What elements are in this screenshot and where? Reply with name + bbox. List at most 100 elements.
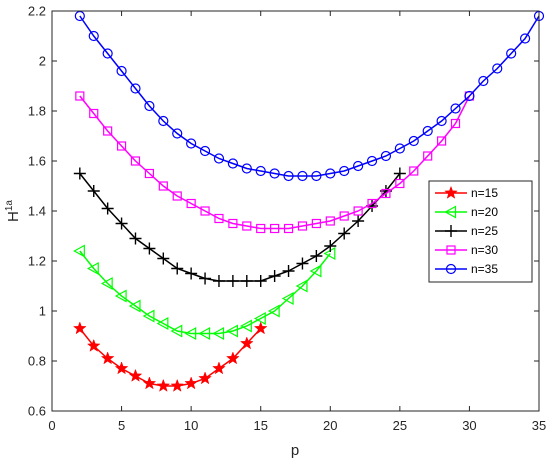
legend-label: n=15: [471, 186, 498, 200]
data-point-n=25-20: [324, 240, 337, 252]
data-point-n=20-2: [73, 244, 85, 258]
data-point-n=30-22: [353, 206, 363, 216]
legend-item-n=15: n=15: [435, 185, 498, 200]
legend-label: n=25: [471, 224, 498, 238]
data-point-n=35-11: [199, 145, 211, 157]
data-point-n=30-18: [297, 221, 308, 231]
data-point-n=25-10: [185, 267, 198, 280]
data-point-n=25-13: [226, 275, 239, 287]
data-point-n=15-10: [184, 376, 199, 390]
data-point-n=20-7: [142, 309, 155, 323]
data-point-n=35-22: [353, 160, 364, 172]
data-point-n=35-14: [241, 163, 252, 174]
legend-label: n=30: [471, 243, 498, 257]
data-point-n=35-19: [311, 170, 322, 182]
legend-label: n=35: [471, 262, 498, 276]
y-axis-label-main: H: [5, 211, 22, 222]
data-point-n=35-6: [130, 83, 141, 94]
data-point-n=35-10: [186, 138, 197, 149]
data-point-n=35-33: [506, 48, 517, 59]
data-point-n=30-23: [367, 198, 377, 209]
data-point-n=20-9: [170, 324, 183, 338]
data-point-n=30-24: [381, 188, 391, 199]
data-point-n=25-2: [73, 167, 86, 180]
data-point-n=25-17: [282, 265, 295, 277]
data-point-n=25-12: [212, 275, 225, 287]
data-point-n=20-10: [184, 326, 197, 341]
legend-marker: [445, 263, 457, 275]
data-point-n=15-14: [239, 336, 254, 350]
data-point-n=20-14: [240, 319, 252, 333]
x-axis-label: p: [291, 442, 299, 459]
data-point-n=15-15: [253, 321, 268, 335]
y-tick-label: 1.6: [28, 154, 46, 169]
data-point-n=25-15: [254, 275, 267, 287]
x-tick-label: 15: [253, 418, 267, 433]
data-point-n=20-18: [295, 279, 308, 293]
data-point-n=15-8: [156, 378, 171, 392]
legend-marker: [446, 245, 456, 255]
legend-label: n=20: [471, 205, 498, 219]
data-point-n=35-32: [492, 63, 503, 74]
data-point-n=30-29: [450, 118, 461, 129]
data-point-n=35-4: [102, 48, 113, 59]
data-point-n=30-12: [214, 213, 224, 224]
data-point-n=30-19: [311, 218, 321, 229]
data-point-n=20-17: [281, 291, 294, 306]
y-tick-label: 1.4: [28, 204, 46, 219]
x-tick-label: 0: [48, 418, 55, 433]
legend: n=15 n=20 n=25 n=30 n=35: [428, 180, 533, 283]
series-layer: [72, 10, 545, 392]
y-tick-label: 0.6: [28, 404, 46, 419]
series-line-n=30: [79, 95, 471, 230]
data-point-n=15-7: [142, 376, 157, 390]
data-point-n=35-21: [339, 165, 350, 177]
data-point-n=30-6: [130, 156, 141, 166]
axes-layer: 0 5 10 15 20 25 30 35 0.6 0.8 1 1.2 1.4 1.6 1.8 2 2.2: [28, 4, 546, 434]
y-tick-label: 2.2: [28, 4, 46, 19]
legend-item-n=20: n=20: [435, 205, 498, 219]
data-point-n=25-5: [115, 217, 128, 230]
series-n=20: [73, 244, 336, 341]
data-point-n=35-25: [394, 143, 405, 154]
legend-marker: [445, 225, 457, 237]
data-point-n=30-7: [144, 168, 154, 179]
data-point-n=15-11: [198, 371, 212, 385]
data-point-n=35-34: [519, 33, 531, 44]
data-point-n=35-13: [227, 158, 238, 169]
data-point-n=35-29: [450, 103, 461, 114]
data-point-n=35-20: [325, 168, 336, 179]
data-point-n=20-12: [212, 326, 225, 341]
data-point-n=30-5: [116, 141, 127, 151]
data-point-n=35-24: [380, 150, 392, 162]
data-point-n=20-11: [198, 326, 211, 341]
data-point-n=35-27: [422, 125, 433, 137]
series-line-n=25: [79, 173, 401, 282]
data-point-n=25-18: [296, 257, 309, 270]
legend-marker: [444, 205, 457, 219]
data-point-n=20-4: [100, 276, 113, 291]
y-axis-label: H1a: [4, 200, 22, 222]
data-point-n=30-10: [186, 198, 196, 209]
y-tick-label: 1: [39, 304, 46, 319]
y-tick-label: 1.2: [28, 254, 46, 269]
data-point-n=35-7: [144, 100, 155, 112]
data-point-n=25-19: [310, 250, 323, 262]
data-point-n=35-18: [297, 170, 308, 182]
legend-item-n=30: n=30: [435, 243, 498, 257]
y-tick-label: 1.8: [28, 104, 46, 119]
x-tick-label: 10: [184, 418, 198, 433]
y-tick-label: 0.8: [28, 354, 46, 369]
data-point-n=35-17: [283, 170, 294, 182]
data-point-n=25-7: [143, 242, 156, 255]
data-point-n=30-16: [270, 223, 280, 234]
x-tick-label: 5: [118, 418, 125, 433]
data-point-n=30-2: [75, 91, 85, 101]
data-point-n=25-4: [101, 202, 114, 215]
data-point-n=15-9: [170, 378, 185, 392]
data-point-n=30-11: [200, 206, 210, 216]
data-point-n=25-11: [199, 272, 212, 285]
y-tick-label: 2: [39, 54, 46, 69]
data-point-n=15-12: [212, 361, 226, 375]
data-point-n=15-6: [128, 368, 143, 382]
